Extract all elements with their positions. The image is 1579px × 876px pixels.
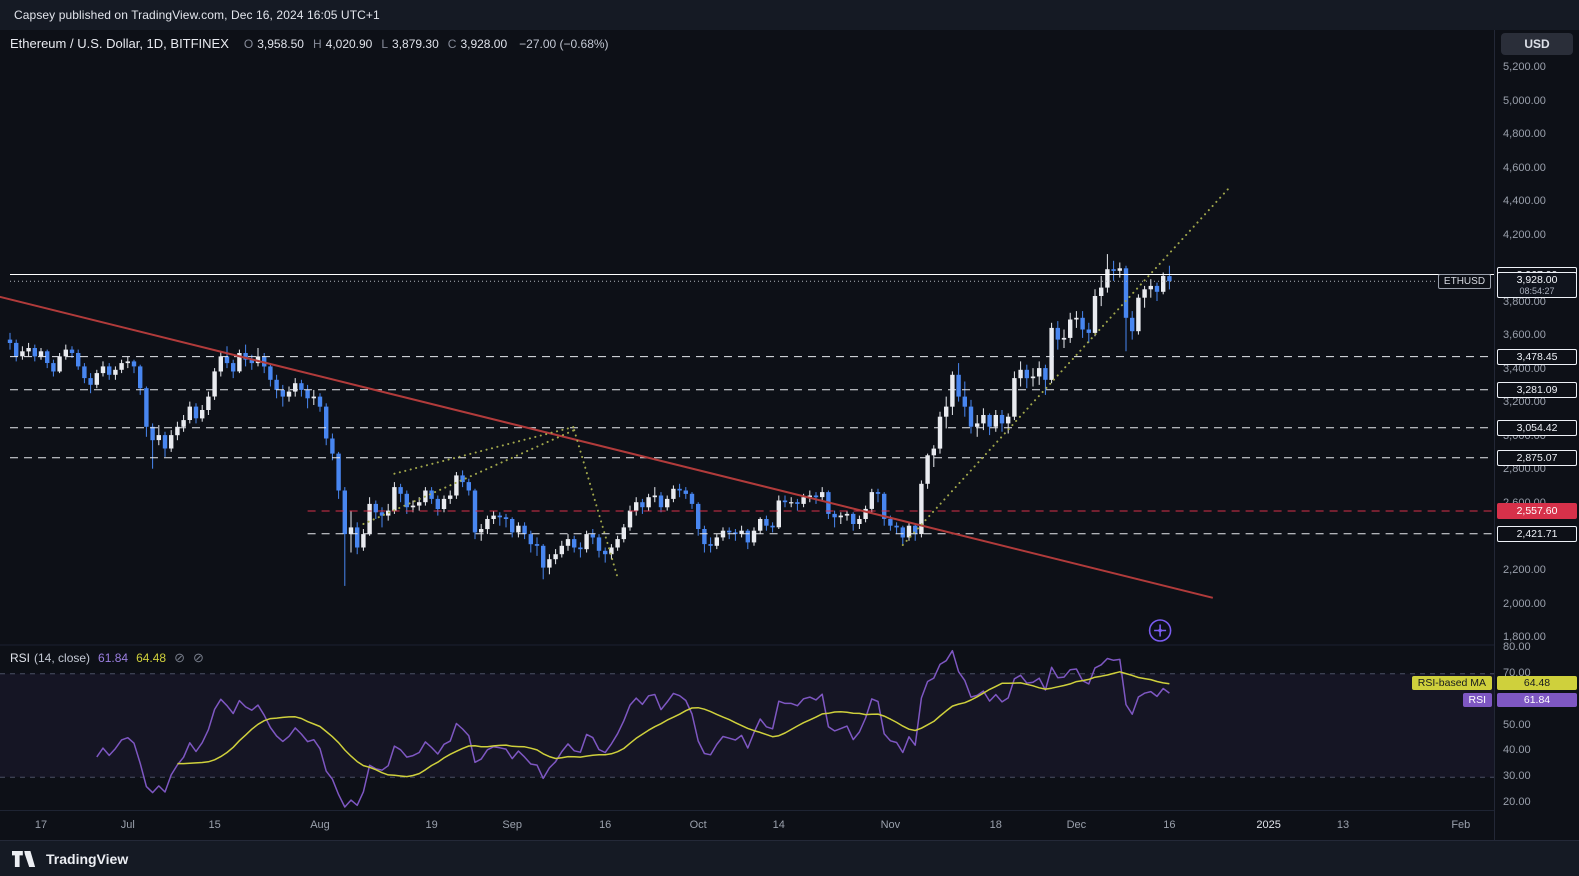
candlestick-series bbox=[7, 254, 1172, 586]
currency-toggle-button[interactable]: USD bbox=[1501, 33, 1573, 55]
price-line-label: 2,421.71 bbox=[1497, 525, 1577, 542]
high-key: H bbox=[312, 37, 322, 51]
trendline bbox=[573, 429, 619, 579]
indicator-hidden-icon[interactable]: ⊘ bbox=[193, 650, 204, 665]
price-tick-label: 2,000.00 bbox=[1503, 597, 1546, 610]
publish-bar: Capsey published on TradingView.com, Dec… bbox=[0, 0, 1579, 30]
price-line-label: 3,478.45 bbox=[1497, 348, 1577, 365]
publish-text: Capsey published on TradingView.com, Dec… bbox=[14, 8, 380, 22]
rsi-value-label: 61.84 bbox=[1497, 692, 1577, 707]
time-tick-label: Feb bbox=[1451, 819, 1471, 831]
price-tick-label: 3,400.00 bbox=[1503, 362, 1546, 375]
brand-wordmark[interactable]: TradingView bbox=[46, 851, 129, 867]
price-line-label: 2,875.07 bbox=[1497, 449, 1577, 466]
price-tick-label: 4,600.00 bbox=[1503, 161, 1546, 174]
rsi-params: (14, close) bbox=[34, 651, 91, 665]
time-tick-label: Sep bbox=[502, 819, 522, 831]
price-tick-label: 2,200.00 bbox=[1503, 563, 1546, 576]
chart-region[interactable]: Ethereum / U.S. Dollar, 1D, BITFINEX O 3,… bbox=[0, 30, 1495, 841]
price-tick-label: 5,200.00 bbox=[1503, 61, 1546, 73]
rsi-tick-label: 70.00 bbox=[1503, 666, 1531, 679]
position-marker-icon bbox=[1148, 619, 1172, 642]
time-tick-label: 14 bbox=[772, 819, 785, 831]
rsi-tick-label: 80.00 bbox=[1503, 641, 1531, 653]
time-tick-label: 13 bbox=[1336, 819, 1350, 831]
price-tick-label: 2,800.00 bbox=[1503, 463, 1546, 476]
symbol-legend: Ethereum / U.S. Dollar, 1D, BITFINEX O 3,… bbox=[10, 36, 609, 51]
price-scale[interactable]: USD 5,200.00 5,000.00 4,800.00 4,600.00 4,40… bbox=[1494, 30, 1579, 840]
high-value: 4,020.90 bbox=[325, 37, 373, 51]
close-value: 3,928.00 bbox=[460, 37, 508, 51]
rsi-band bbox=[0, 673, 1495, 778]
price-line-label: 3,054.42 bbox=[1497, 419, 1577, 436]
change-value: −27.00 (−0.68%) bbox=[519, 37, 609, 51]
time-axis[interactable]: 17 Jul 15 Aug 19 Sep 16 Oct 14 Nov 18 Dec 16 2025 13 Fe… bbox=[0, 810, 1495, 841]
price-tick-label: 3,200.00 bbox=[1503, 396, 1546, 409]
time-tick-label: 18 bbox=[989, 819, 1002, 831]
time-tick-label: 19 bbox=[425, 819, 438, 831]
time-tick-label: Aug bbox=[310, 819, 330, 831]
rsi-title[interactable]: RSI bbox=[10, 651, 31, 665]
low-key: L bbox=[381, 37, 389, 51]
indicator-hidden-icon[interactable]: ⊘ bbox=[174, 650, 186, 665]
rsi-ma-name-tag: RSI-based MA bbox=[1411, 676, 1493, 691]
price-tick-label: 3,800.00 bbox=[1503, 295, 1546, 308]
rsi-value: 61.84 bbox=[98, 651, 129, 665]
time-tick-label: Dec bbox=[1066, 819, 1087, 831]
trendline bbox=[901, 184, 1233, 546]
price-tick-label: 3,600.00 bbox=[1503, 329, 1546, 342]
rsi-name-tag: RSI bbox=[1462, 692, 1493, 707]
last-price-label: 3,928.00 08:54:27 bbox=[1497, 272, 1577, 299]
bar-countdown: 08:54:27 bbox=[1519, 286, 1555, 297]
time-tick-label: Oct bbox=[689, 819, 707, 831]
time-tick-label: 17 bbox=[34, 819, 48, 831]
rsi-ma-line bbox=[177, 671, 1170, 778]
symbol-price-tag: ETHUSD bbox=[1437, 274, 1492, 289]
brand-bar: TradingView bbox=[0, 840, 1579, 876]
rsi-ma-value: 64.48 bbox=[136, 651, 167, 665]
open-value: 3,958.50 bbox=[257, 37, 304, 51]
price-tick-label: 5,000.00 bbox=[1503, 94, 1546, 107]
time-tick-label: 2025 bbox=[1256, 819, 1281, 831]
close-key: C bbox=[447, 37, 457, 51]
price-tick-label: 4,800.00 bbox=[1503, 128, 1546, 141]
tradingview-logo-icon[interactable] bbox=[12, 851, 38, 867]
trendline bbox=[0, 295, 1214, 599]
time-tick-label: Jul bbox=[120, 819, 135, 831]
time-tick-label: Nov bbox=[880, 819, 901, 831]
rsi-legend: RSI (14, close) 61.84 64.48 ⊘ ⊘ bbox=[10, 650, 204, 666]
open-key: O bbox=[243, 37, 254, 51]
rsi-tick-label: 40.00 bbox=[1503, 744, 1531, 757]
price-line-label: 3,281.09 bbox=[1497, 381, 1577, 398]
rsi-ma-value-label: 64.48 bbox=[1497, 676, 1577, 691]
low-value: 3,879.30 bbox=[392, 37, 439, 51]
price-chart-canvas[interactable] bbox=[0, 30, 1495, 810]
time-tick-label: 15 bbox=[208, 819, 221, 831]
price-tick-label: 1,800.00 bbox=[1503, 631, 1546, 643]
price-tick-label: 4,200.00 bbox=[1503, 228, 1546, 241]
trendline bbox=[362, 429, 576, 525]
symbol-title[interactable]: Ethereum / U.S. Dollar, 1D, BITFINEX bbox=[10, 36, 229, 51]
rsi-line bbox=[96, 649, 1170, 808]
rsi-tick-label: 30.00 bbox=[1503, 770, 1531, 783]
rsi-tick-label: 50.00 bbox=[1503, 718, 1531, 731]
trendline bbox=[393, 425, 576, 475]
price-tick-label: 4,400.00 bbox=[1503, 195, 1546, 208]
time-tick-label: 16 bbox=[1163, 819, 1176, 831]
chart-stage: Ethereum / U.S. Dollar, 1D, BITFINEX O 3,… bbox=[0, 30, 1579, 840]
time-tick-label: 16 bbox=[599, 819, 612, 831]
rsi-tick-label: 20.00 bbox=[1503, 796, 1531, 808]
alert-price-label: 2,557.60 bbox=[1497, 503, 1577, 519]
